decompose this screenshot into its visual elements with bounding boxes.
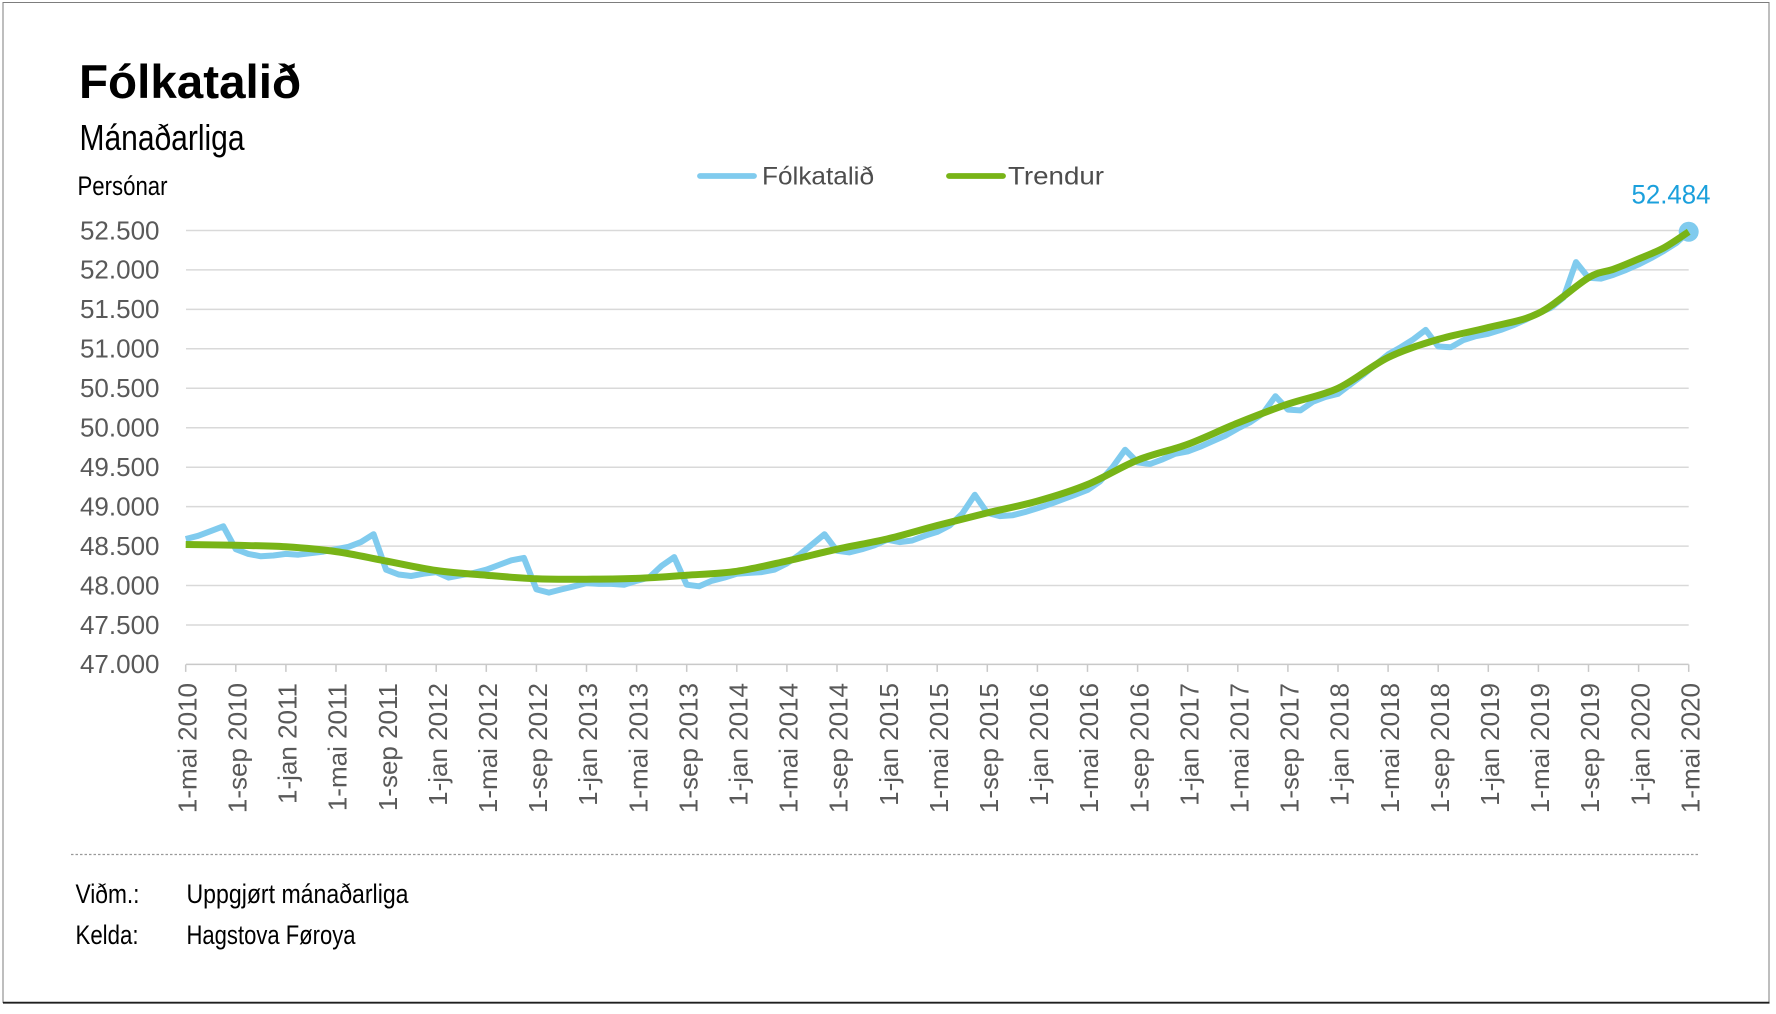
svg-text:1-jan 2011: 1-jan 2011	[273, 683, 303, 804]
svg-text:1-jan 2015: 1-jan 2015	[874, 683, 904, 806]
svg-text:1-mai 2019: 1-mai 2019	[1525, 683, 1555, 813]
svg-text:1-sep 2010: 1-sep 2010	[223, 683, 253, 813]
svg-text:1-sep 2011: 1-sep 2011	[373, 683, 403, 811]
svg-text:Trendur: Trendur	[1008, 163, 1104, 191]
svg-text:48.000: 48.000	[80, 570, 160, 600]
svg-text:Fólkatalið: Fólkatalið	[79, 55, 301, 108]
svg-text:48.500: 48.500	[80, 531, 160, 561]
svg-text:1-jan 2019: 1-jan 2019	[1475, 683, 1505, 806]
svg-text:51.500: 51.500	[80, 294, 160, 324]
svg-text:52.000: 52.000	[80, 255, 160, 285]
svg-text:1-sep 2017: 1-sep 2017	[1275, 683, 1305, 813]
svg-text:51.000: 51.000	[80, 334, 160, 364]
svg-text:Persónar: Persónar	[78, 171, 168, 201]
svg-text:50.500: 50.500	[80, 373, 160, 403]
svg-text:Fólkatalið: Fólkatalið	[762, 163, 874, 191]
svg-text:1-jan 2018: 1-jan 2018	[1325, 683, 1355, 806]
svg-text:49.500: 49.500	[80, 452, 160, 482]
svg-text:47.000: 47.000	[80, 649, 160, 679]
svg-text:1-mai 2016: 1-mai 2016	[1074, 683, 1104, 813]
svg-text:Uppgjørt mánaðarliga: Uppgjørt mánaðarliga	[187, 879, 410, 909]
svg-text:1-sep 2014: 1-sep 2014	[824, 683, 854, 813]
svg-text:Kelda:: Kelda:	[76, 920, 139, 950]
svg-text:1-sep 2012: 1-sep 2012	[523, 683, 553, 813]
svg-text:1-mai 2017: 1-mai 2017	[1225, 683, 1255, 813]
svg-text:49.000: 49.000	[80, 491, 160, 521]
svg-text:47.500: 47.500	[80, 610, 160, 640]
svg-text:Hagstova Føroya: Hagstova Føroya	[187, 920, 357, 950]
svg-text:52.484: 52.484	[1632, 180, 1711, 210]
svg-text:1-mai 2012: 1-mai 2012	[473, 683, 503, 813]
svg-text:1-sep 2013: 1-sep 2013	[673, 683, 703, 813]
svg-text:1-jan 2016: 1-jan 2016	[1024, 683, 1054, 806]
svg-text:1-sep 2018: 1-sep 2018	[1425, 683, 1455, 813]
svg-text:1-jan 2014: 1-jan 2014	[724, 683, 754, 806]
svg-text:1-mai 2014: 1-mai 2014	[774, 683, 804, 813]
svg-text:1-mai 2013: 1-mai 2013	[623, 683, 653, 813]
svg-text:50.000: 50.000	[80, 413, 160, 443]
svg-text:1-jan 2020: 1-jan 2020	[1625, 683, 1655, 806]
svg-text:1-jan 2013: 1-jan 2013	[573, 683, 603, 806]
svg-text:1-sep 2015: 1-sep 2015	[974, 683, 1004, 813]
svg-text:Mánaðarliga: Mánaðarliga	[80, 117, 246, 158]
svg-text:1-mai 2018: 1-mai 2018	[1375, 683, 1405, 813]
svg-text:Viðm.:: Viðm.:	[76, 879, 140, 909]
svg-text:52.500: 52.500	[80, 215, 160, 245]
svg-text:1-sep 2019: 1-sep 2019	[1575, 683, 1605, 813]
svg-text:1-mai 2015: 1-mai 2015	[924, 683, 954, 813]
svg-text:1-mai 2010: 1-mai 2010	[172, 683, 202, 813]
svg-text:1-sep 2016: 1-sep 2016	[1124, 683, 1154, 813]
svg-text:1-mai 2020: 1-mai 2020	[1675, 683, 1705, 813]
svg-text:1-mai 2011: 1-mai 2011	[323, 683, 353, 811]
svg-text:1-jan 2017: 1-jan 2017	[1174, 683, 1204, 806]
svg-text:1-jan 2012: 1-jan 2012	[423, 683, 453, 806]
